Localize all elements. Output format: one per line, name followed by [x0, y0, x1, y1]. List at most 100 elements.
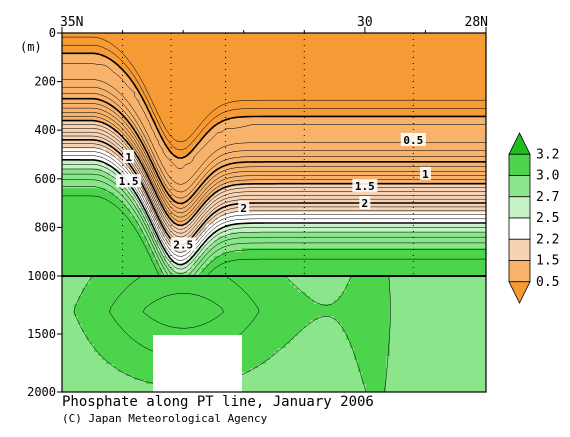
fill-cell [182, 160, 187, 166]
fill-cell [270, 260, 275, 265]
fill-cell [290, 160, 295, 166]
fill-cell [238, 184, 243, 189]
fill-cell [146, 100, 151, 106]
fill-cell [258, 136, 263, 142]
fill-cell [86, 72, 91, 78]
fill-cell [150, 192, 155, 197]
fill-cell [74, 33, 79, 38]
fill-cell [214, 236, 219, 241]
fill-cell [114, 196, 119, 201]
fill-cell [378, 33, 383, 38]
fill-cell [138, 48, 143, 54]
fill-cell [106, 232, 111, 237]
fill-cell [310, 228, 315, 233]
fill-cell [138, 212, 143, 217]
fill-cell [354, 228, 359, 233]
fill-cell [350, 36, 355, 42]
fill-cell [194, 116, 199, 122]
fill-cell [258, 180, 263, 185]
fill-cell [98, 240, 103, 245]
fill-cell [330, 104, 335, 110]
fill-cell [190, 176, 195, 181]
fill-cell [130, 33, 135, 38]
fill-cell [178, 88, 183, 94]
fill-cell [170, 124, 175, 130]
fill-cell [122, 124, 127, 130]
fill-cell [122, 92, 127, 98]
fill-cell [366, 244, 371, 249]
fill-cell [202, 96, 207, 102]
fill-cell [90, 132, 95, 138]
fill-cell [366, 112, 371, 118]
fill-cell [126, 244, 131, 249]
fill-cell [270, 236, 275, 241]
fill-cell [282, 148, 287, 154]
fill-cell [114, 252, 119, 257]
fill-cell [78, 168, 83, 174]
fill-cell [226, 200, 231, 205]
fill-cell [62, 36, 67, 42]
fill-cell [74, 40, 79, 46]
fill-cell [282, 180, 287, 185]
fill-cell [118, 80, 123, 86]
fill-cell [270, 156, 275, 162]
fill-cell [86, 56, 91, 62]
fill-cell [154, 188, 159, 193]
fill-cell [182, 68, 187, 74]
fill-cell [242, 252, 247, 257]
fill-cell [378, 60, 383, 66]
fill-cell [234, 200, 239, 205]
fill-cell [254, 228, 259, 233]
fill-cell [378, 180, 383, 185]
fill-cell [238, 176, 243, 181]
fill-cell [318, 216, 323, 221]
fill-cell [174, 144, 179, 150]
fill-cell [238, 268, 243, 273]
fill-cell [110, 204, 115, 209]
fill-cell [374, 156, 379, 162]
fill-cell [130, 164, 135, 170]
fill-cell [318, 184, 323, 189]
fill-cell [82, 116, 87, 122]
fill-cell [246, 216, 251, 221]
fill-cell [290, 216, 295, 221]
fill-cell [230, 200, 235, 205]
fill-cell [310, 232, 315, 237]
fill-cell [238, 232, 243, 237]
fill-cell [322, 68, 327, 74]
fill-cell [146, 80, 151, 86]
fill-cell [86, 180, 91, 185]
fill-cell [146, 184, 151, 189]
fill-cell [222, 72, 227, 78]
fill-cell [318, 60, 323, 66]
fill-cell [82, 44, 87, 50]
fill-cell [342, 52, 347, 58]
fill-cell [294, 264, 299, 269]
fill-cell [346, 124, 351, 130]
fill-cell [374, 216, 379, 221]
fill-cell [178, 196, 183, 201]
fill-cell [250, 152, 255, 158]
fill-cell [354, 272, 359, 276]
fill-cell [126, 96, 131, 102]
fill-cell [354, 244, 359, 249]
fill-cell [350, 68, 355, 74]
fill-cell [310, 44, 315, 50]
fill-cell [166, 164, 171, 170]
fill-cell [230, 108, 235, 114]
fill-cell [222, 272, 227, 276]
fill-cell [98, 144, 103, 150]
fill-cell [110, 200, 115, 205]
fill-cell [278, 52, 283, 58]
fill-cell [210, 88, 215, 94]
fill-cell [278, 252, 283, 257]
fill-cell [334, 176, 339, 181]
fill-cell [282, 136, 287, 142]
fill-cell [70, 48, 75, 54]
fill-cell [114, 256, 119, 261]
fill-cell [330, 128, 335, 134]
fill-cell [270, 204, 275, 209]
fill-cell [298, 128, 303, 134]
fill-cell [114, 72, 119, 78]
fill-cell [226, 124, 231, 130]
